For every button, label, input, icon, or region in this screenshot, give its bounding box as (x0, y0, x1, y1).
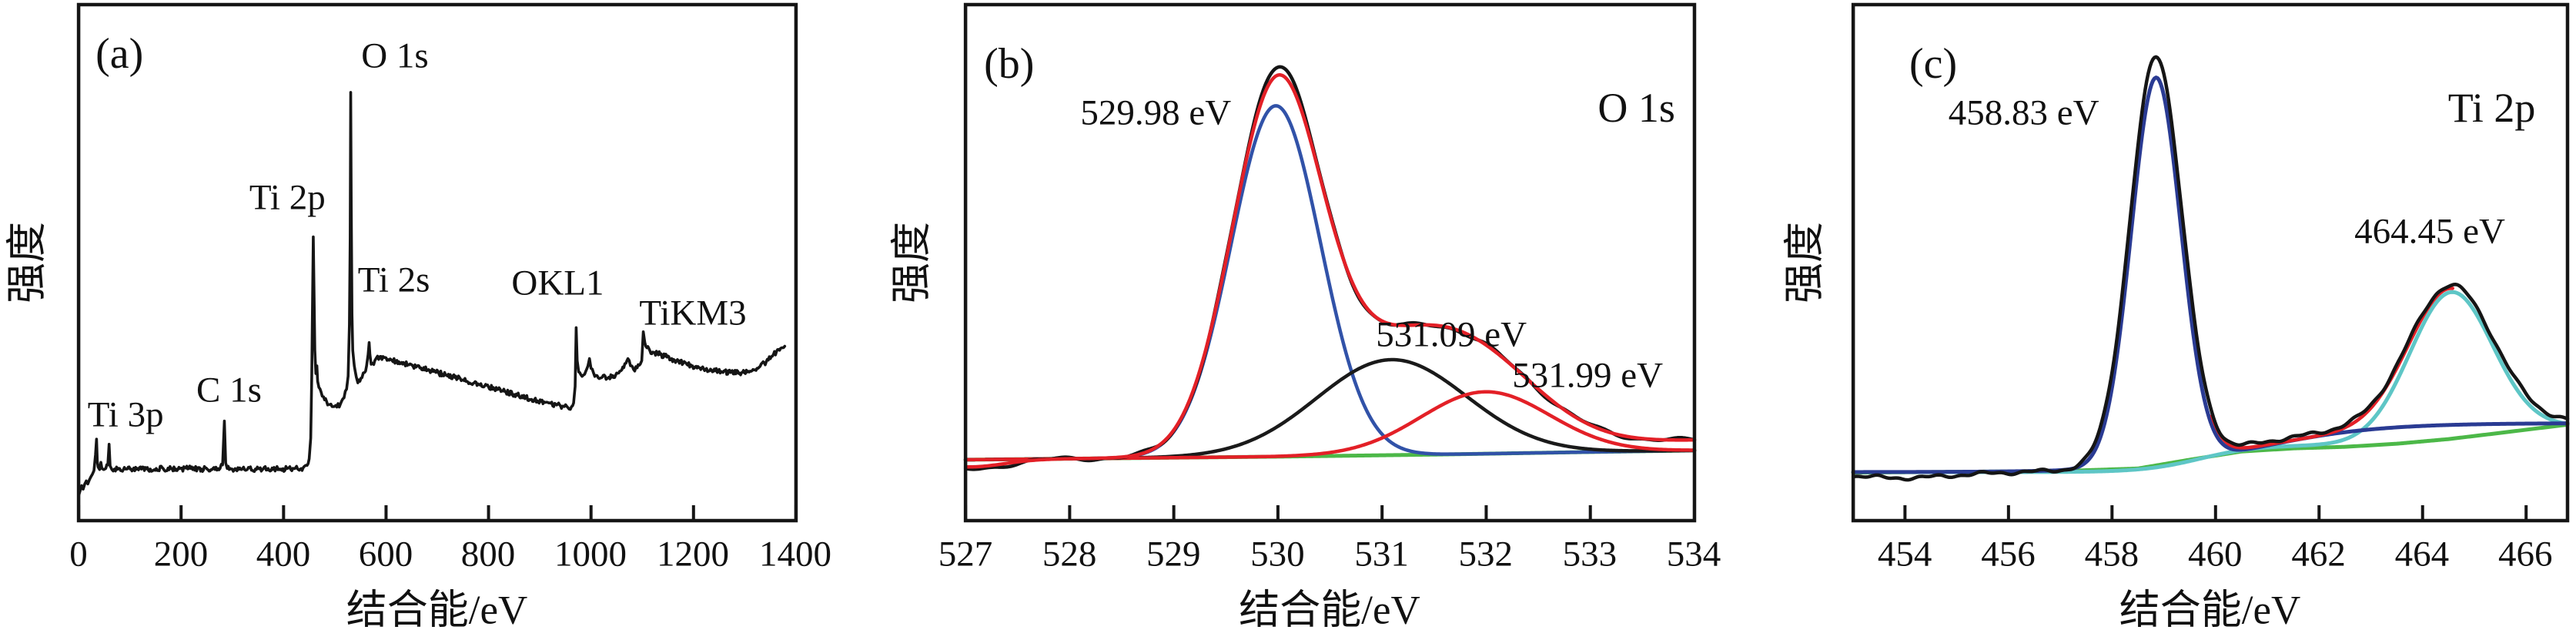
envelope-curve (963, 73, 1697, 469)
plot-frame (76, 2, 798, 523)
panel-o1s: 强度 (b) O 1s 529.98 eV 531.09 eV 531.99 e… (858, 0, 1721, 640)
peak-annotation: 531.99 eV (1512, 355, 1664, 396)
peak-annotation: TiKM3 (639, 293, 747, 333)
baseline-curve (1851, 422, 2570, 475)
x-tick-label: 532 (1458, 534, 1513, 575)
x-axis-title: 结合能/eV (1239, 588, 1420, 633)
raw-curve (963, 65, 1697, 471)
x-tick-label: 600 (358, 534, 413, 575)
peak-annotation: 458.83 eV (1948, 92, 2099, 133)
x-tick-label: 527 (938, 534, 993, 575)
panel-letter: (c) (1909, 40, 1958, 89)
x-tick-label: 466 (2498, 534, 2553, 575)
peak-annotation: 531.09 eV (1376, 314, 1527, 355)
peak-annotation: 464.45 eV (2354, 211, 2505, 252)
peak-annotation: Ti 3p (87, 394, 164, 435)
peak-annotation: OKL1 (511, 263, 604, 303)
y-axis-label: 强度 (1782, 222, 1828, 303)
plot-frame (963, 2, 1697, 523)
x-tick-label: 800 (460, 534, 516, 575)
x-tick-label: 460 (2187, 534, 2243, 575)
o1s-spectrum-plot (963, 2, 1697, 523)
x-axis-title: 结合能/eV (346, 588, 528, 633)
x-tick-label: 534 (1666, 534, 1721, 575)
panel-survey: 强度 (a) Ti 3p C 1s Ti 2p O 1s Ti 2s OKL1 … (0, 0, 859, 640)
panel-ti2p: 强度 (c) Ti 2p 458.83 eV 464.45 eV 454 456… (1718, 0, 2576, 640)
region-label: O 1s (1597, 85, 1675, 131)
ti2p-spectrum-plot (1851, 2, 2570, 523)
peak-annotation: 529.98 eV (1080, 92, 1232, 133)
region-label: Ti 2p (2447, 85, 2536, 131)
component-curve-cyan (1851, 290, 2570, 474)
plot-frame (1851, 2, 2570, 523)
x-tick-label: 200 (153, 534, 209, 575)
component-curve-navy (1851, 75, 2570, 474)
peak-annotation: O 1s (361, 35, 429, 76)
x-tick-label: 400 (256, 534, 311, 575)
x-tick-label: 1200 (657, 534, 729, 575)
x-tick-label: 528 (1042, 534, 1097, 575)
panel-letter: (b) (984, 40, 1035, 89)
x-tick-label: 1000 (554, 534, 627, 575)
x-tick-label: 530 (1250, 534, 1305, 575)
peak-annotation: C 1s (196, 370, 262, 410)
survey-curve (77, 91, 787, 498)
y-axis-label: 强度 (5, 222, 50, 303)
x-tick-label: 462 (2291, 534, 2346, 575)
x-tick-label: 1400 (759, 534, 831, 575)
survey-spectrum-plot (76, 2, 798, 523)
x-axis-title: 结合能/eV (2119, 588, 2301, 633)
x-tick-label: 454 (1877, 534, 1932, 575)
x-tick-label: 529 (1146, 534, 1201, 575)
raw-curve (1851, 55, 2570, 482)
x-tick-label: 464 (2394, 534, 2450, 575)
x-tick-label: 456 (1981, 534, 2036, 575)
peak-annotation: Ti 2p (249, 177, 326, 218)
x-tick-label: 0 (69, 534, 88, 575)
peak-annotation: Ti 2s (357, 260, 430, 300)
x-tick-label: 458 (2084, 534, 2139, 575)
panel-letter: (a) (95, 29, 144, 78)
x-tick-label: 531 (1354, 534, 1409, 575)
y-axis-label: 强度 (889, 222, 935, 303)
component-curve-0 (963, 104, 1697, 462)
envelope-curve (2210, 286, 2454, 450)
x-tick-label: 533 (1562, 534, 1618, 575)
